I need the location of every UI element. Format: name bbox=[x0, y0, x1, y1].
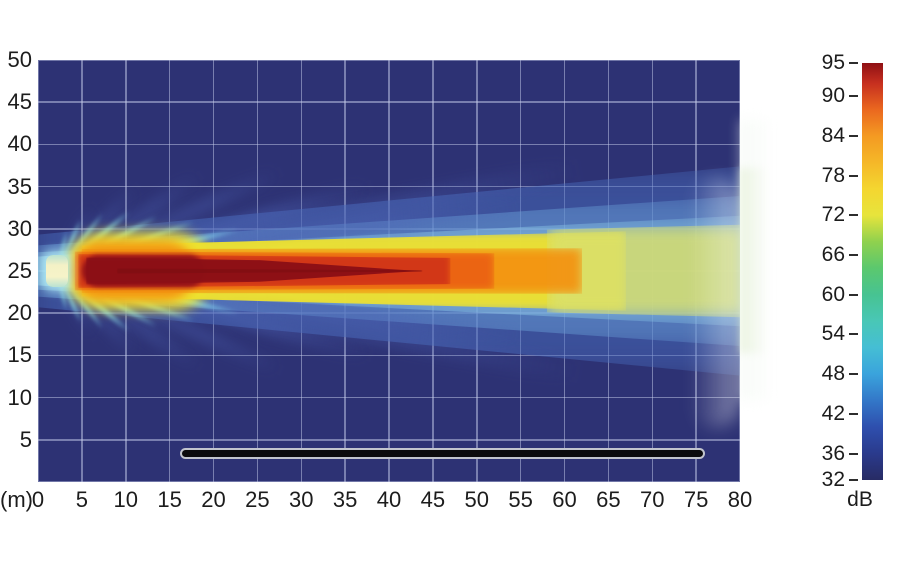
colorbar-tick-label: 60 bbox=[821, 282, 845, 306]
colorbar-tick-mark bbox=[849, 293, 858, 296]
gridline-horizontal bbox=[38, 439, 740, 441]
y-tick-label: 45 bbox=[7, 89, 32, 115]
y-tick-label: 25 bbox=[7, 258, 32, 283]
x-tick-label: 10 bbox=[113, 487, 138, 512]
colorbar-tick-label: 72 bbox=[821, 203, 845, 227]
gridline-horizontal bbox=[38, 185, 740, 188]
colorbar-tick-mark bbox=[849, 479, 858, 481]
colorbar-tick-mark bbox=[849, 214, 858, 217]
colorbar-tick-mark bbox=[849, 373, 858, 376]
x-tick-label: 25 bbox=[245, 487, 270, 512]
colorbar-tick-label: 32 bbox=[821, 468, 845, 491]
x-tick-label: 75 bbox=[683, 487, 709, 512]
gridline-horizontal bbox=[38, 101, 740, 103]
source-marker-layer bbox=[38, 60, 740, 482]
x-tick-label: 15 bbox=[157, 487, 182, 512]
colorbar: 95 90 84 78 72 66 60 54 48 42 36 32 dB bbox=[790, 50, 900, 530]
y-tick-label: 20 bbox=[7, 300, 32, 326]
gridline-horizontal bbox=[38, 143, 740, 146]
colorbar-tick-mark bbox=[849, 174, 858, 177]
x-tick-label: 20 bbox=[201, 487, 226, 512]
gridline-horizontal bbox=[38, 354, 740, 357]
colorbar-unit-label: dB bbox=[847, 488, 873, 511]
colorbar-tick-mark bbox=[849, 333, 858, 336]
colorbar-tick-mark bbox=[849, 62, 858, 64]
speaker-source-marker bbox=[45, 254, 68, 288]
obstacle-bar bbox=[180, 447, 705, 459]
x-tick-label: 50 bbox=[464, 487, 489, 512]
colorbar-tick-label: 78 bbox=[821, 163, 845, 187]
x-tick-label: 40 bbox=[376, 487, 402, 512]
y-tick-label: 10 bbox=[7, 384, 32, 410]
x-tick-label: 65 bbox=[596, 487, 621, 512]
x-tick-label: 45 bbox=[420, 487, 446, 512]
colorbar-tick-label: 48 bbox=[821, 362, 845, 386]
x-tick-label: 35 bbox=[332, 487, 358, 512]
x-axis-unit-label: (m) bbox=[0, 487, 33, 512]
colorbar-tick-label: 66 bbox=[821, 242, 845, 266]
x-tick-label: 55 bbox=[508, 487, 533, 512]
x-tick-label: 60 bbox=[552, 487, 577, 512]
y-tick-label: 40 bbox=[7, 131, 32, 157]
colorbar-gradient bbox=[862, 63, 883, 480]
colorbar-tick-mark bbox=[849, 412, 858, 415]
gridline-horizontal bbox=[38, 396, 740, 399]
outer-glow-white bbox=[740, 120, 774, 400]
x-tick-label: 70 bbox=[640, 487, 665, 512]
colorbar-tick-label: 54 bbox=[821, 322, 845, 346]
right-edge-fade-layer bbox=[38, 60, 740, 482]
y-tick-label: 50 bbox=[7, 47, 32, 72]
x-tick-label: 0 bbox=[31, 487, 45, 512]
colorbar-tick-label: 90 bbox=[821, 84, 845, 108]
colorbar-tick-label: 36 bbox=[821, 441, 845, 465]
heatmap-plot-area bbox=[38, 60, 740, 482]
colorbar-tick-mark bbox=[849, 134, 858, 137]
colorbar-tick-mark bbox=[849, 452, 858, 455]
y-tick-label: 35 bbox=[7, 173, 32, 199]
x-tick-label: 80 bbox=[727, 487, 753, 512]
y-tick-label: 5 bbox=[19, 426, 32, 452]
x-tick-label: 5 bbox=[75, 487, 88, 512]
beam-contour-core-tip-line bbox=[116, 268, 423, 274]
colorbar-tick-label: 84 bbox=[821, 123, 845, 147]
colorbar-tick-label: 95 bbox=[821, 51, 845, 74]
beam-core-layer bbox=[38, 60, 740, 482]
y-tick-label: 15 bbox=[7, 342, 32, 368]
y-tick-label: 30 bbox=[7, 215, 32, 241]
colorbar-tick-label: 42 bbox=[821, 401, 845, 425]
right-edge-white-wash bbox=[690, 178, 740, 428]
colorbar-tick-mark bbox=[849, 95, 858, 98]
colorbar-tick-mark bbox=[849, 253, 858, 256]
x-tick-label: 30 bbox=[289, 487, 314, 512]
